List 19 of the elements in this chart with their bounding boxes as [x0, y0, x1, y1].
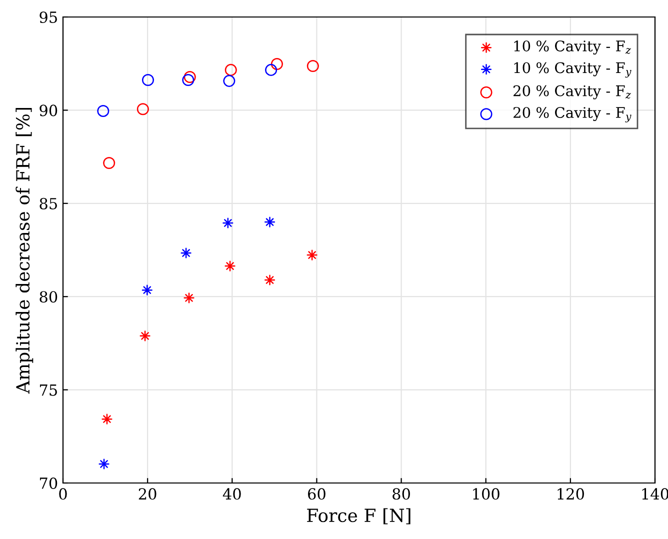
- y-tick-label: 75: [40, 384, 57, 396]
- x-tick-label: 0: [59, 488, 67, 500]
- x-tick-label: 40: [222, 488, 241, 500]
- y-tick-label: 80: [40, 291, 58, 303]
- y-tick-label: 90: [40, 104, 58, 116]
- y-tick-label: 95: [40, 11, 57, 24]
- x-tick-label: 120: [558, 488, 584, 500]
- legend-label: 20 % Cavity - F$_{y}$: [514, 106, 632, 122]
- legend-label: 10 % Cavity - F$_{y}$: [514, 62, 632, 78]
- x-axis-title: Force F [N]: [307, 508, 410, 524]
- x-tick-label: 100: [473, 488, 500, 500]
- legend-label: 20 % Cavity - F$_{z}$: [514, 85, 631, 100]
- y-tick-label: 85: [40, 198, 57, 210]
- x-tick-label: 80: [392, 488, 410, 500]
- legend-label: 10 % Cavity - F$_{z}$: [514, 40, 631, 55]
- y-tick-label: 70: [40, 477, 58, 490]
- y-axis-title: Amplitude decrease of FRF [%]: [16, 108, 34, 394]
- x-tick-label: 60: [308, 488, 326, 500]
- x-tick-label: 20: [138, 488, 156, 500]
